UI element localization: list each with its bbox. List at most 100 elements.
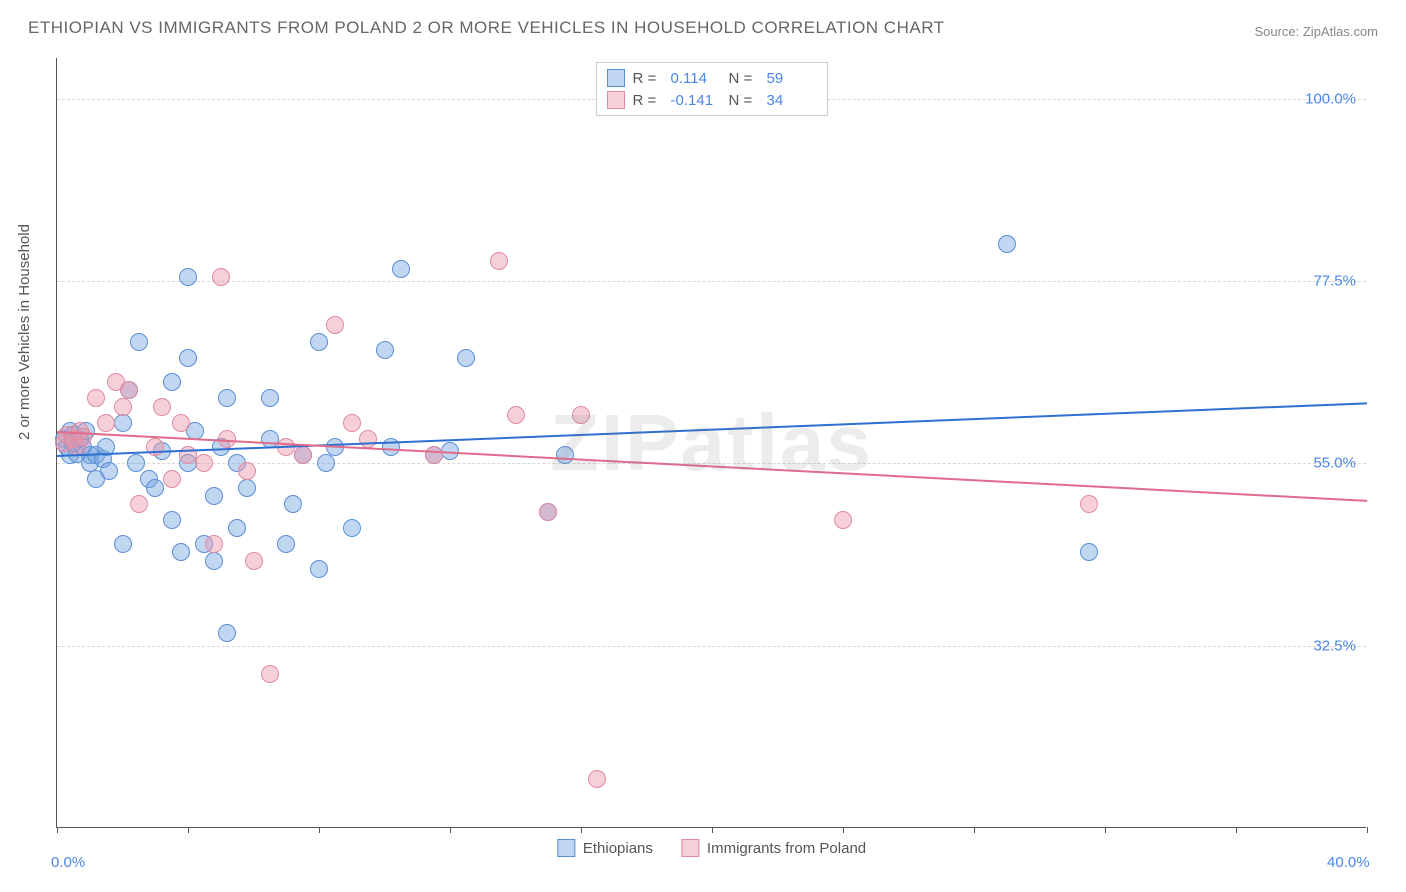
x-tick: [1367, 827, 1368, 833]
data-point: [205, 487, 223, 505]
data-point: [228, 519, 246, 537]
data-point: [245, 552, 263, 570]
data-point: [163, 373, 181, 391]
data-point: [1080, 495, 1098, 513]
data-point: [100, 462, 118, 480]
data-point: [146, 438, 164, 456]
y-tick-label: 55.0%: [1313, 455, 1356, 472]
data-point: [261, 665, 279, 683]
data-point: [218, 624, 236, 642]
correlation-legend: R = 0.114 N = 59 R = -0.141 N = 34: [596, 62, 828, 116]
chart-title: ETHIOPIAN VS IMMIGRANTS FROM POLAND 2 OR…: [28, 18, 945, 38]
x-tick: [1105, 827, 1106, 833]
data-point: [212, 268, 230, 286]
data-point: [834, 511, 852, 529]
gridline: [57, 646, 1366, 647]
data-point: [97, 414, 115, 432]
data-point: [572, 406, 590, 424]
x-tick: [57, 827, 58, 833]
swatch-poland: [607, 91, 625, 109]
data-point: [179, 349, 197, 367]
data-point: [114, 414, 132, 432]
x-tick-label: 0.0%: [51, 854, 85, 871]
data-point: [238, 479, 256, 497]
x-tick: [581, 827, 582, 833]
data-point: [195, 454, 213, 472]
r-value: -0.141: [671, 92, 721, 109]
y-axis-label: 2 or more Vehicles in Household: [16, 224, 33, 440]
data-point: [507, 406, 525, 424]
y-tick-label: 77.5%: [1313, 272, 1356, 289]
n-label: N =: [729, 92, 759, 109]
data-point: [261, 389, 279, 407]
data-point: [127, 454, 145, 472]
data-point: [163, 511, 181, 529]
data-point: [120, 381, 138, 399]
data-point: [539, 503, 557, 521]
y-tick-label: 32.5%: [1313, 637, 1356, 654]
data-point: [172, 543, 190, 561]
data-point: [310, 560, 328, 578]
data-point: [310, 333, 328, 351]
data-point: [588, 770, 606, 788]
swatch-ethiopians: [607, 69, 625, 87]
data-point: [317, 454, 335, 472]
data-point: [392, 260, 410, 278]
legend-row-ethiopians: R = 0.114 N = 59: [607, 67, 817, 89]
swatch-ethiopians: [557, 839, 575, 857]
x-tick: [1236, 827, 1237, 833]
data-point: [172, 414, 190, 432]
x-tick: [843, 827, 844, 833]
data-point: [87, 389, 105, 407]
data-point: [238, 462, 256, 480]
data-point: [277, 535, 295, 553]
trend-line: [57, 402, 1367, 457]
data-point: [425, 446, 443, 464]
data-point: [130, 495, 148, 513]
data-point: [205, 535, 223, 553]
x-tick: [319, 827, 320, 833]
r-label: R =: [633, 70, 663, 87]
plot-area: ZIPatlas 32.5%55.0%77.5%100.0% R = 0.114…: [56, 58, 1366, 828]
x-tick: [450, 827, 451, 833]
series-legend: Ethiopians Immigrants from Poland: [557, 839, 866, 857]
n-value: 59: [767, 70, 817, 87]
data-point: [146, 479, 164, 497]
data-point: [163, 470, 181, 488]
data-point: [218, 389, 236, 407]
y-tick-label: 100.0%: [1305, 90, 1356, 107]
data-point: [376, 341, 394, 359]
r-label: R =: [633, 92, 663, 109]
swatch-poland: [681, 839, 699, 857]
x-tick-label: 40.0%: [1327, 854, 1370, 871]
data-point: [205, 552, 223, 570]
data-point: [457, 349, 475, 367]
source-attribution: Source: ZipAtlas.com: [1254, 24, 1378, 39]
gridline: [57, 281, 1366, 282]
n-value: 34: [767, 92, 817, 109]
legend-label: Immigrants from Poland: [707, 840, 866, 857]
legend-label: Ethiopians: [583, 840, 653, 857]
x-tick: [712, 827, 713, 833]
data-point: [556, 446, 574, 464]
data-point: [294, 446, 312, 464]
data-point: [114, 535, 132, 553]
data-point: [359, 430, 377, 448]
x-tick: [974, 827, 975, 833]
r-value: 0.114: [671, 70, 721, 87]
x-tick: [188, 827, 189, 833]
data-point: [153, 398, 171, 416]
legend-item-poland: Immigrants from Poland: [681, 839, 866, 857]
data-point: [130, 333, 148, 351]
data-point: [284, 495, 302, 513]
data-point: [998, 235, 1016, 253]
data-point: [343, 414, 361, 432]
data-point: [343, 519, 361, 537]
n-label: N =: [729, 70, 759, 87]
legend-item-ethiopians: Ethiopians: [557, 839, 653, 857]
data-point: [490, 252, 508, 270]
data-point: [114, 398, 132, 416]
data-point: [326, 316, 344, 334]
data-point: [74, 428, 92, 446]
legend-row-poland: R = -0.141 N = 34: [607, 89, 817, 111]
